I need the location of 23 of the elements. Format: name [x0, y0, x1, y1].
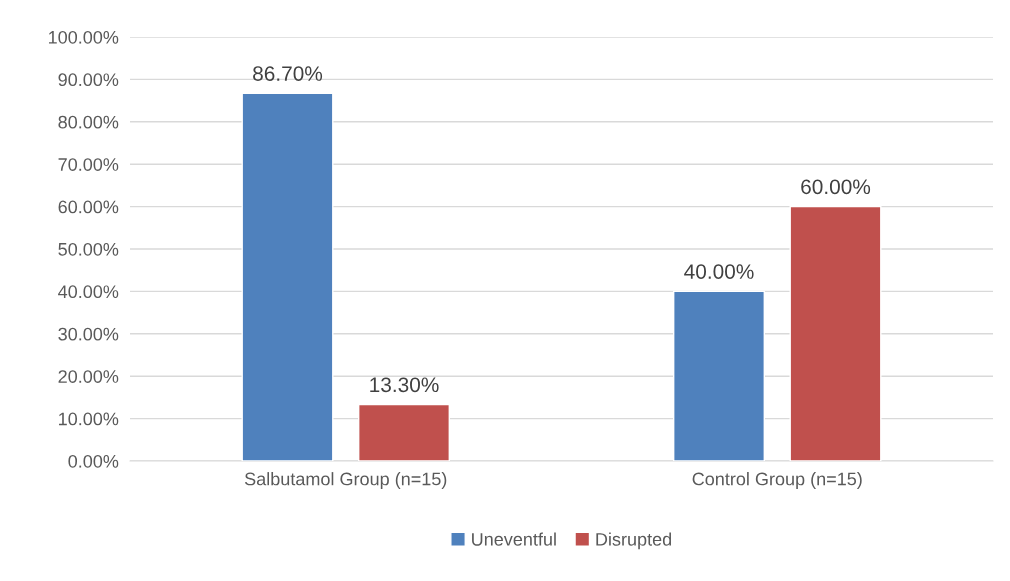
legend-label: Disrupted	[596, 532, 672, 550]
bar	[357, 403, 451, 461]
y-tick-label: 70.00%	[58, 158, 119, 171]
bar	[241, 92, 334, 461]
y-tick-label: 80.00%	[58, 115, 119, 129]
data-label: 86.70%	[253, 66, 323, 81]
y-tick-label: 40.00%	[58, 285, 119, 299]
legend-label: Uneventful	[472, 532, 556, 546]
y-tick-label: 20.00%	[58, 370, 119, 383]
y-tick-label: 90.00%	[58, 73, 119, 87]
data-label: 13.30%	[370, 377, 439, 393]
data-label: 60.00%	[801, 179, 871, 195]
data-label: 40.00%	[684, 264, 754, 279]
y-tick-label: 30.00%	[58, 327, 119, 341]
y-tick-label: 10.00%	[59, 412, 119, 426]
bar	[789, 205, 882, 461]
bar	[672, 290, 765, 461]
y-tick-label: 100.00%	[48, 30, 119, 44]
x-tick-label: Control Group (n=15)	[692, 472, 862, 489]
x-tick-label: Salbutamol Group (n=15)	[244, 472, 447, 489]
y-tick-label: 50.00%	[58, 242, 119, 256]
y-tick-label: 0.00%	[68, 454, 119, 468]
y-tick-label: 60.00%	[58, 200, 119, 214]
